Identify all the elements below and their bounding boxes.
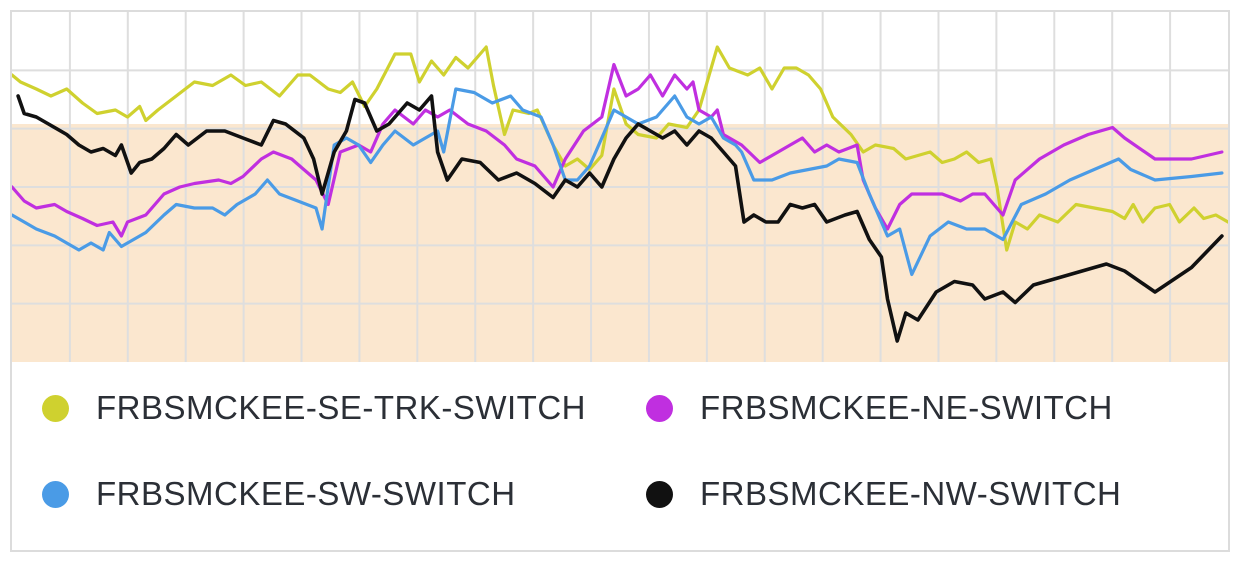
series-line-ne-switch[interactable] [12,62,1224,238]
legend-swatch [646,394,673,422]
chart-legend: FRBSMCKEE-SE-TRK-SWITCH FRBSMCKEE-NE-SWI… [12,364,1228,552]
legend-label: FRBSMCKEE-NW-SWITCH [700,475,1122,512]
legend-item-sw-switch[interactable]: FRBSMCKEE-SW-SWITCH [42,474,516,514]
series-line-se-trk-switch[interactable] [12,45,1228,252]
legend-swatch [42,394,69,422]
legend-label: FRBSMCKEE-SW-SWITCH [96,475,516,512]
series-line-nw-switch[interactable] [16,94,1224,343]
threshold-band [12,124,1228,362]
legend-label: FRBSMCKEE-SE-TRK-SWITCH [96,389,586,426]
legend-label: FRBSMCKEE-NE-SWITCH [700,389,1113,426]
chart-card: FRBSMCKEE-SE-TRK-SWITCH FRBSMCKEE-NE-SWI… [10,10,1230,552]
legend-swatch [42,480,69,508]
legend-item-se-trk-switch[interactable]: FRBSMCKEE-SE-TRK-SWITCH [42,388,586,428]
legend-item-ne-switch[interactable]: FRBSMCKEE-NE-SWITCH [646,388,1113,428]
series-line-sw-switch[interactable] [12,87,1224,277]
line-chart-plot [12,12,1228,362]
legend-item-nw-switch[interactable]: FRBSMCKEE-NW-SWITCH [646,474,1121,514]
legend-swatch [646,480,673,508]
